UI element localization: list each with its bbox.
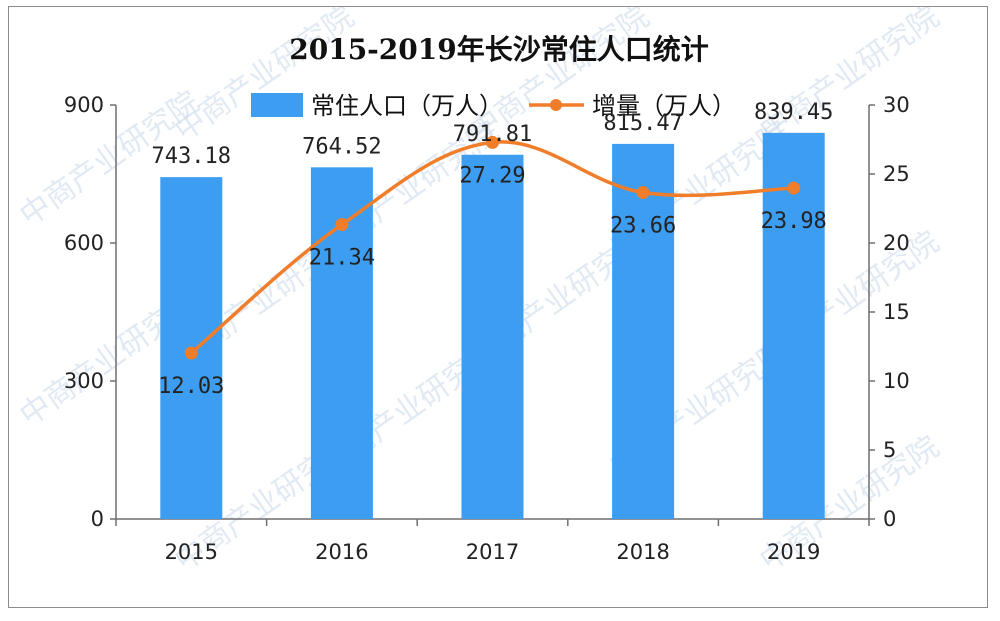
right-tick-label: 5: [883, 438, 896, 462]
chart-title: 2015-2019年长沙常住人口统计: [289, 33, 708, 66]
left-tick-label: 0: [91, 507, 104, 531]
legend: 常住人口（万人） 增量（万人）: [251, 92, 736, 120]
left-tick-label: 900: [64, 93, 104, 117]
bar-value-label: 743.18: [152, 144, 231, 169]
x-category-label: 2016: [315, 540, 368, 564]
line-point-2015: [184, 346, 198, 360]
legend-line-marker: [550, 99, 562, 111]
watermark-text: 中商产业研究院: [169, 7, 361, 149]
bar-value-label: 839.45: [754, 100, 833, 125]
right-tick-label: 15: [883, 300, 910, 324]
right-tick-label: 30: [883, 93, 910, 117]
line-series: [184, 135, 801, 360]
line-point-2019: [787, 181, 801, 195]
x-category-label: 2015: [165, 540, 218, 564]
line-value-label: 23.66: [610, 213, 676, 238]
line-value-label: 12.03: [158, 374, 224, 399]
left-axis-ticks: 0 300 600 900: [64, 93, 116, 531]
right-tick-label: 10: [883, 369, 910, 393]
line-value-label: 21.34: [309, 246, 375, 271]
bar-2019: [762, 132, 825, 519]
x-category-label: 2017: [466, 540, 519, 564]
right-tick-label: 25: [883, 162, 910, 186]
bar-2017: [461, 154, 524, 519]
legend-bar-label: 常住人口（万人）: [311, 92, 503, 120]
right-tick-label: 0: [883, 507, 896, 531]
line-value-label: 27.29: [459, 163, 525, 188]
x-axis-ticks: 2015 2016 2017 2018 2019: [115, 519, 870, 564]
bar-value-label: 791.81: [453, 122, 532, 147]
left-tick-label: 300: [64, 369, 104, 393]
bar-value-label: 815.47: [603, 111, 682, 136]
line-value-label: 23.98: [761, 209, 827, 234]
left-tick-label: 600: [64, 231, 104, 255]
data-labels: 743.18 764.52 791.81 815.47 839.45 12.03 21.34…: [152, 100, 834, 399]
x-category-label: 2019: [767, 540, 820, 564]
line-point-2016: [335, 218, 349, 232]
right-axis-ticks: 0 5 10 15 20 25 30: [869, 93, 910, 531]
legend-line-label: 增量（万人）: [592, 92, 736, 120]
line-point-2018: [636, 185, 650, 199]
line-point-2017: [486, 135, 499, 149]
legend-bar-swatch: [251, 93, 303, 117]
bar-2018: [612, 143, 675, 520]
x-category-label: 2018: [616, 540, 669, 564]
right-tick-label: 20: [883, 231, 910, 255]
chart-frame: 中商产业研究院 中商产业研究院 中商产业研究院 中商产业研究院 中商产业研究院 中商产业研…: [8, 6, 988, 608]
bar-value-label: 764.52: [302, 134, 381, 159]
